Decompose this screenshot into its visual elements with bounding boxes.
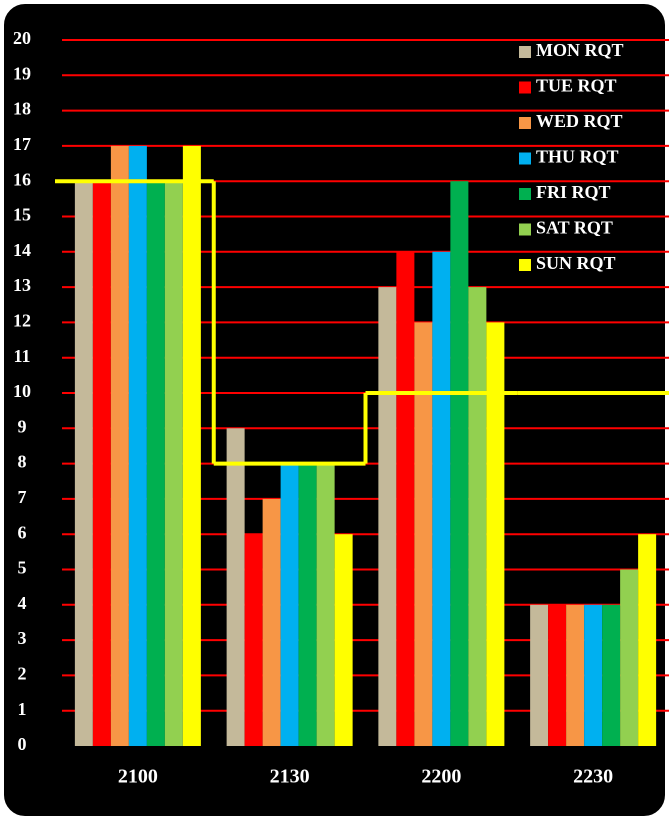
bar — [530, 604, 549, 746]
bar — [432, 251, 451, 747]
y-tick-label: 16 — [13, 169, 31, 189]
bar — [298, 463, 317, 746]
legend-label: TUE RQT — [536, 76, 617, 96]
legend-swatch — [519, 117, 531, 129]
legend-label: WED RQT — [536, 111, 623, 131]
bar — [602, 604, 621, 746]
x-tick-label: 2130 — [270, 766, 310, 788]
legend-swatch — [519, 259, 531, 271]
legend-label: MON RQT — [536, 40, 624, 60]
bar — [110, 145, 129, 746]
bar — [638, 534, 657, 746]
bar — [566, 604, 585, 746]
y-tick-label: 1 — [18, 699, 27, 719]
legend-swatch — [519, 188, 531, 200]
bar — [262, 498, 281, 746]
bar — [396, 251, 415, 747]
bar — [334, 534, 353, 746]
legend-label: SUN RQT — [536, 253, 616, 273]
y-tick-label: 5 — [18, 558, 27, 578]
bar — [244, 534, 263, 746]
legend-label: SAT RQT — [536, 218, 613, 238]
x-tick-label: 2200 — [421, 766, 461, 788]
y-tick-label: 14 — [13, 240, 31, 260]
y-tick-label: 4 — [18, 593, 27, 613]
y-tick-label: 17 — [13, 134, 31, 154]
bar — [226, 428, 245, 746]
y-tick-label: 10 — [13, 381, 31, 401]
y-tick-label: 9 — [18, 416, 27, 436]
legend-label: THU RQT — [536, 147, 619, 167]
x-tick-label: 2230 — [573, 766, 613, 788]
y-tick-label: 6 — [18, 522, 27, 542]
bar — [92, 181, 111, 746]
x-tick-label: 2100 — [118, 766, 158, 788]
y-tick-label: 19 — [13, 63, 31, 83]
bar — [164, 181, 183, 746]
bar — [182, 145, 201, 746]
y-tick-label: 2 — [18, 664, 27, 684]
legend-swatch — [519, 46, 531, 58]
bar — [146, 181, 165, 746]
y-tick-label: 20 — [13, 28, 31, 48]
legend-label: FRI RQT — [536, 182, 611, 202]
bar — [378, 287, 397, 746]
bar — [486, 322, 505, 746]
bar — [316, 463, 335, 746]
bar — [128, 145, 147, 746]
bar — [620, 569, 639, 746]
bar — [548, 604, 567, 746]
bar — [468, 287, 487, 746]
y-tick-label: 7 — [18, 487, 27, 507]
y-tick-label: 13 — [13, 275, 31, 295]
bar — [74, 181, 93, 746]
legend-swatch — [519, 81, 531, 94]
y-tick-label: 11 — [13, 346, 30, 366]
y-tick-label: 12 — [13, 311, 31, 331]
bar — [450, 181, 469, 746]
y-tick-label: 0 — [18, 734, 27, 754]
y-tick-label: 15 — [13, 205, 31, 225]
y-tick-label: 18 — [13, 99, 31, 119]
bar — [584, 604, 603, 746]
bar — [414, 322, 433, 746]
bar — [280, 463, 299, 746]
legend-swatch — [519, 152, 531, 165]
y-tick-label: 3 — [18, 628, 27, 648]
legend-swatch — [519, 223, 531, 236]
y-tick-label: 8 — [18, 452, 27, 472]
